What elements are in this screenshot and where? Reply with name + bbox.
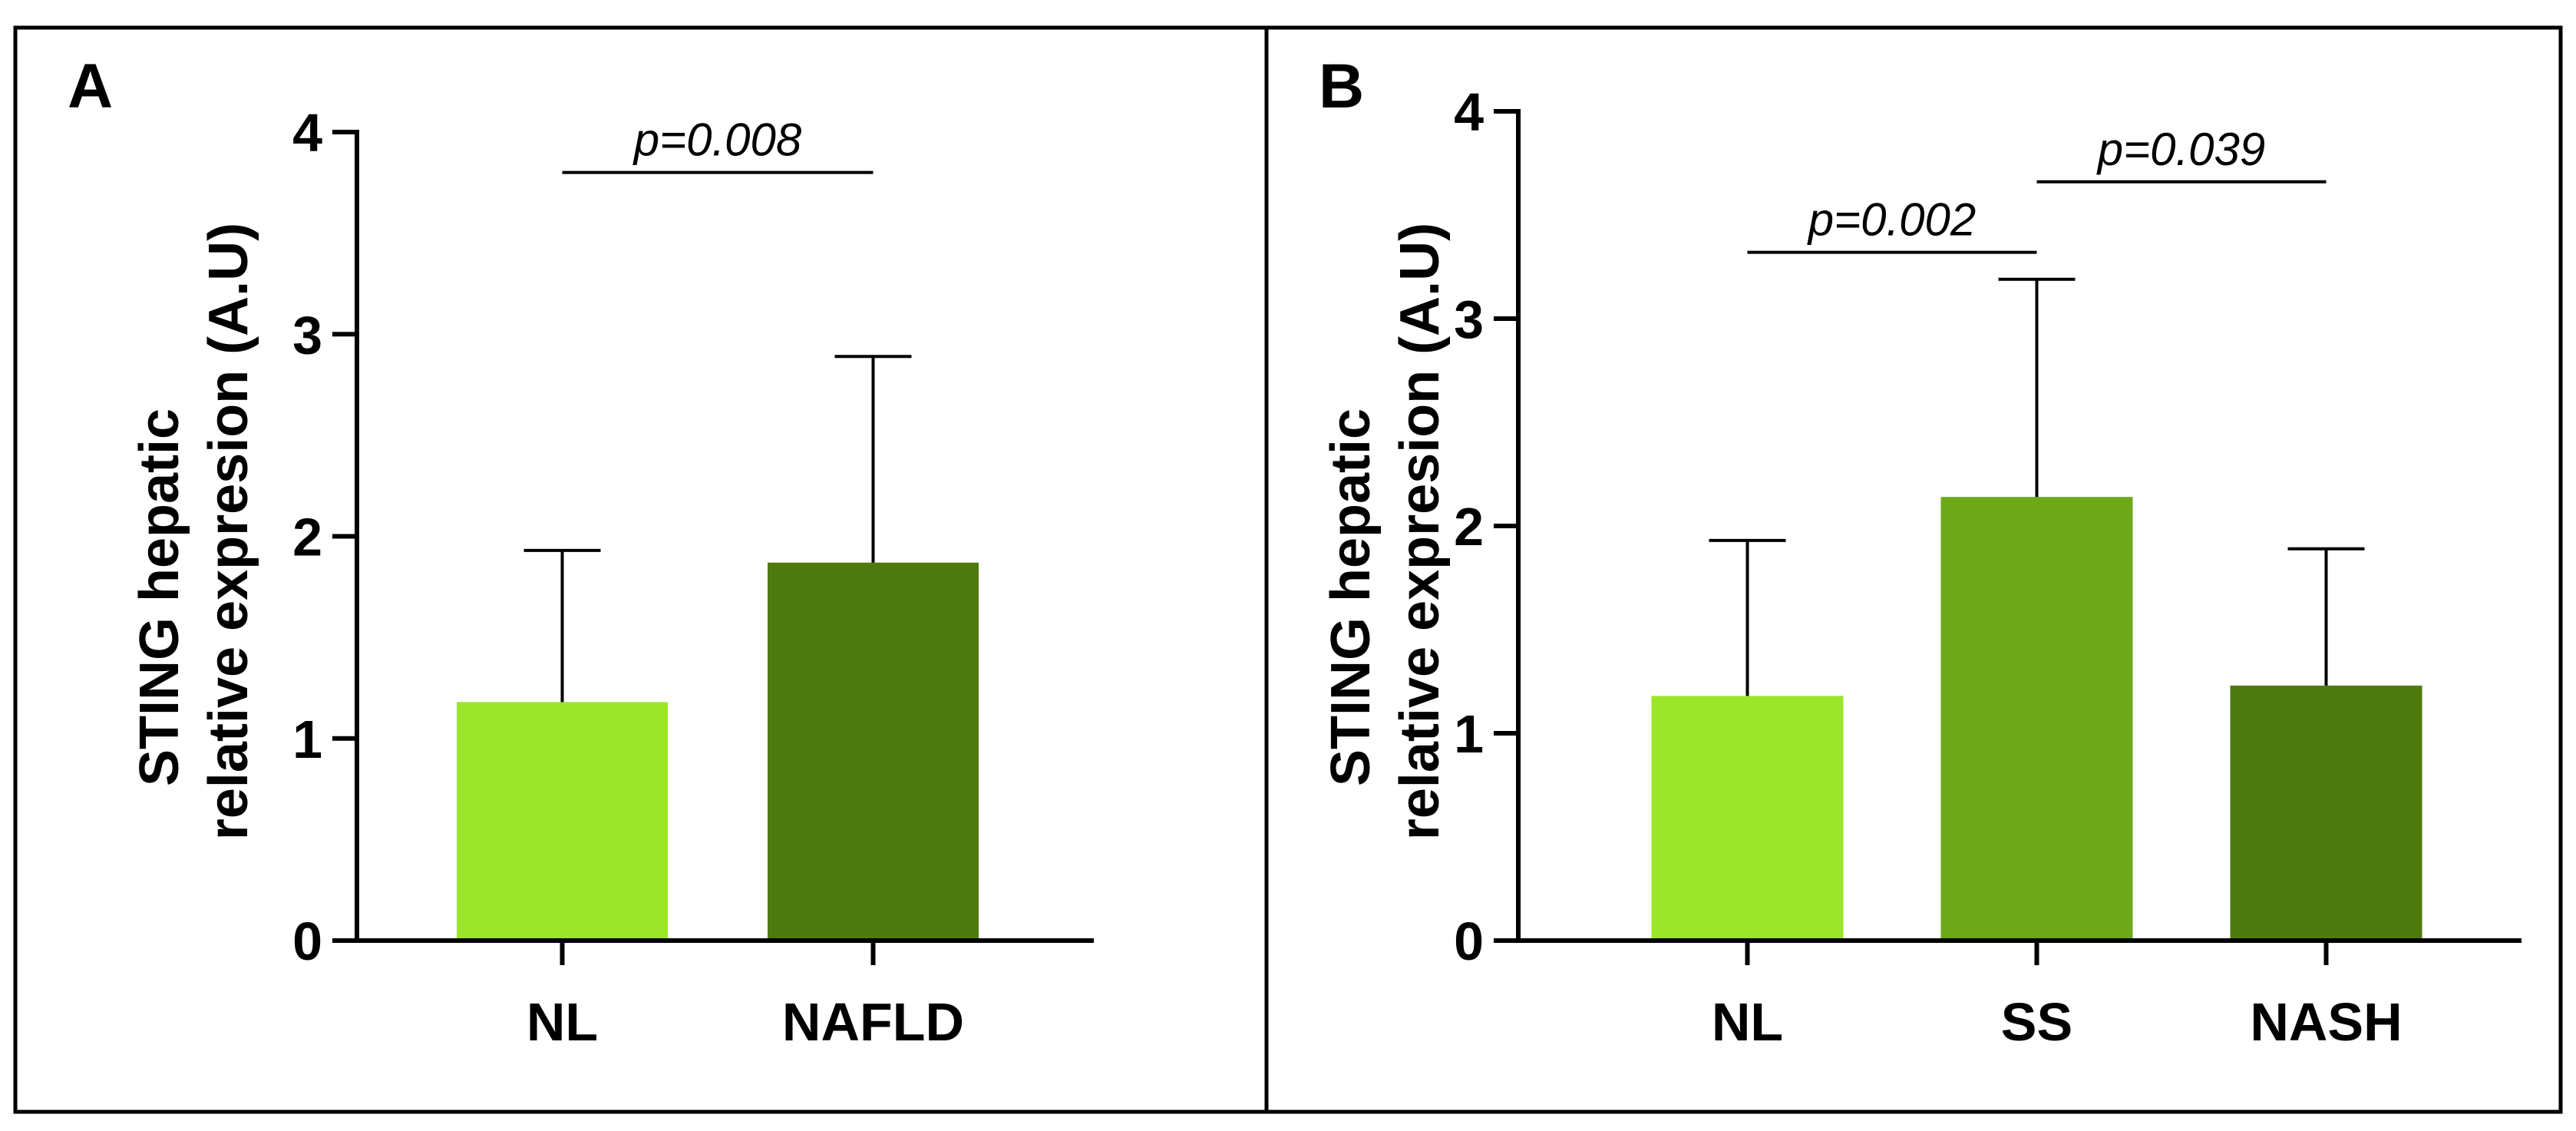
panel-b-ylabel-line-1: STING hepatic [1320, 408, 1382, 786]
panel-b-ylabel-line-2: relative expresion (A.U) [1389, 223, 1451, 840]
panel-b-bar-nash [2230, 685, 2422, 941]
panel-b-ytick-label-3: 3 [1454, 289, 1484, 349]
panel-a-ylabel-line-2: relative expresion (A.U) [198, 223, 259, 840]
panel-b-letter: B [1319, 51, 1364, 121]
panel-b-ytick-label-2: 2 [1454, 497, 1484, 557]
panel-a-ytick-label-0: 0 [292, 911, 322, 971]
panel-a-p-value-0: p=0.008 [632, 114, 802, 166]
panel-b-p-value-0: p=0.002 [1807, 194, 1977, 246]
panel-a-bar-nl [457, 702, 668, 941]
panel-a-xlabel-nl: NL [527, 992, 598, 1052]
panel-b-xlabel-nash: NASH [2250, 992, 2402, 1052]
panel-a-ytick-label-3: 3 [292, 305, 322, 365]
panel-b-bar-nl [1651, 696, 1844, 941]
panel-b-xlabel-ss: SS [2001, 992, 2072, 1052]
panel-a: A STING hepatic relative expresion (A.U)… [68, 51, 1094, 1052]
panel-a-ytick-label-2: 2 [292, 508, 322, 567]
panel-b: B STING hepatic relative expresion (A.U)… [1319, 51, 2522, 1052]
panel-a-letter: A [68, 51, 113, 121]
panel-a-ylabel-line-1: STING hepatic [129, 408, 190, 786]
panel-a-ytick-label-1: 1 [292, 709, 322, 769]
panel-a-bar-nafld [768, 562, 979, 941]
panel-b-ytick-label-1: 1 [1454, 704, 1484, 764]
panel-a-xlabel-nafld: NAFLD [782, 992, 964, 1052]
panel-b-bar-ss [1940, 497, 2133, 941]
figure-border [13, 25, 2563, 1114]
panel-b-xlabel-nl: NL [1712, 992, 1783, 1052]
panel-b-ytick-label-0: 0 [1454, 911, 1484, 971]
panel-b-p-value-1: p=0.039 [2096, 124, 2266, 175]
panel-a-ytick-label-4: 4 [292, 103, 322, 163]
panel-b-ytick-label-4: 4 [1454, 82, 1484, 142]
